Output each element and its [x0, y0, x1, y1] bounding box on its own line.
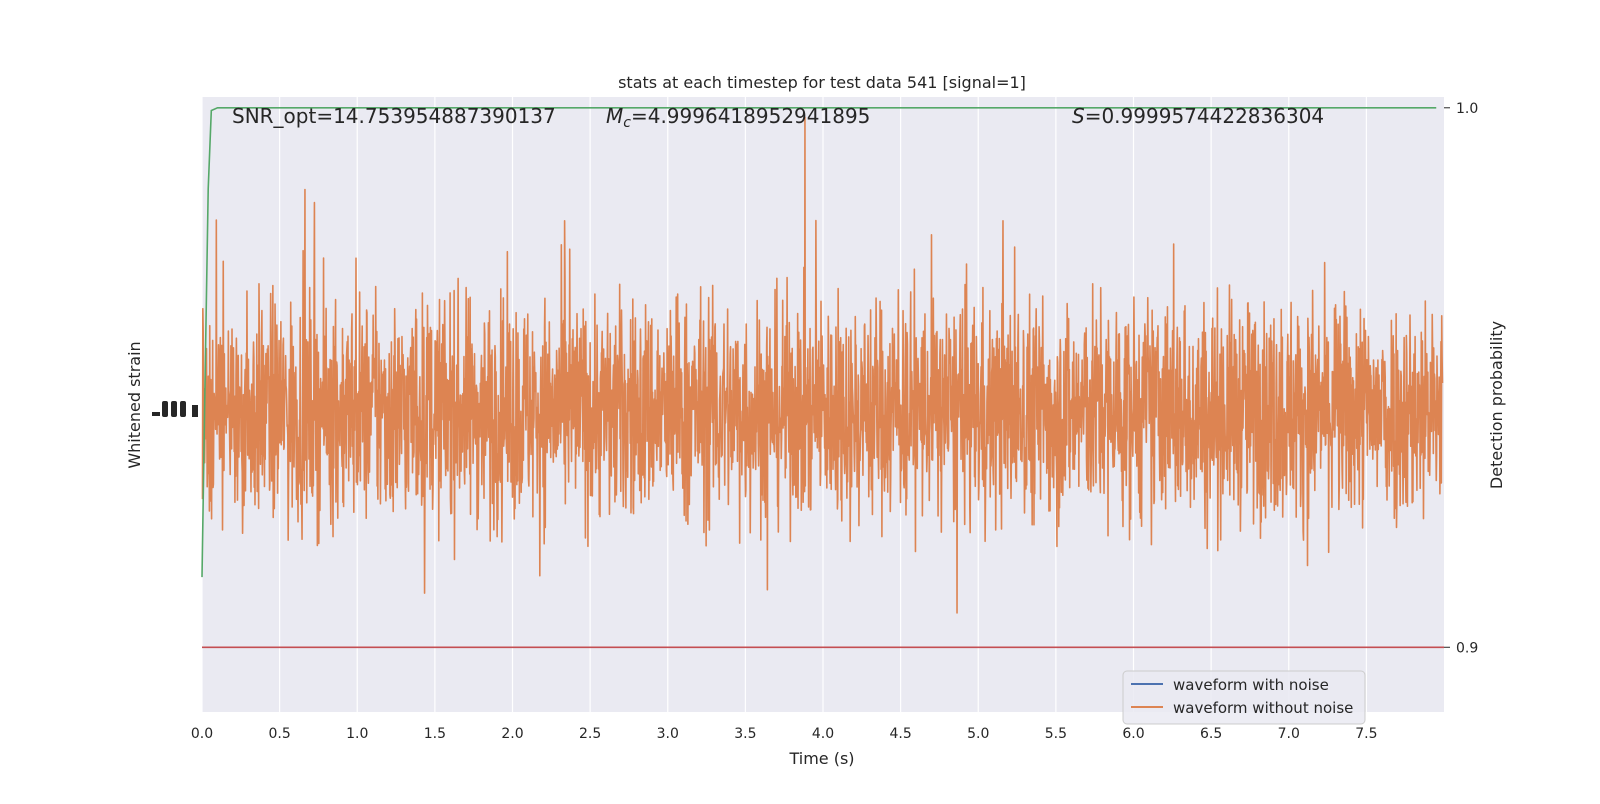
series-detection-probability — [201, 106, 1437, 578]
annotation-mc-value: =4.9996418952941895 — [631, 104, 870, 128]
right-tick-label: 0.9 — [1456, 640, 1478, 656]
x-tick-label: 1.0 — [346, 726, 368, 742]
legend-label-waveform-without-noise: waveform without noise — [1173, 699, 1353, 717]
annotation-mc-subscript: c — [623, 115, 631, 131]
x-tick-label: 0.0 — [191, 726, 213, 742]
chart-title: stats at each timestep for test data 541… — [618, 73, 1026, 92]
legend-box — [1122, 670, 1366, 725]
x-tick-label: 0.5 — [268, 726, 290, 742]
waveform-without-noise-line — [201, 116, 1444, 614]
series-waveform-without-noise — [201, 116, 1444, 614]
x-tick-label: 6.0 — [1122, 726, 1144, 742]
annotation-snr: SNR_opt=14.753954887390137 — [232, 104, 556, 128]
x-tick-label: 2.5 — [579, 726, 601, 742]
annotation-s-symbol: S — [1072, 104, 1085, 128]
annotation-mc-symbol: M — [606, 104, 623, 128]
annotation-s-value: =0.9999574422836304 — [1085, 104, 1324, 128]
x-tick-label: 4.0 — [812, 726, 834, 742]
x-tick-label: 3.0 — [657, 726, 679, 742]
left-axis-tick-cluster — [152, 401, 198, 417]
annotation-s: S=0.9999574422836304 — [1072, 104, 1324, 128]
x-tick-label: 7.0 — [1278, 726, 1300, 742]
right-axis-ticks: 0.9 1.0 — [1444, 101, 1478, 656]
x-tick-label: 3.5 — [734, 726, 756, 742]
annotation-mc: Mc=4.9996418952941895 — [606, 104, 870, 131]
detection-probability-line — [201, 106, 1437, 578]
y-axis-label-left: Whitened strain — [125, 341, 144, 468]
x-tick-label: 5.0 — [967, 726, 989, 742]
legend-label-waveform-with-noise: waveform with noise — [1173, 676, 1329, 694]
x-axis-label: Time (s) — [788, 749, 854, 768]
right-tick-label: 1.0 — [1456, 101, 1478, 117]
x-axis-ticks: 0.0 0.5 1.0 1.5 2.0 2.5 3.0 3.5 4.0 4.5 5.0 5.5 6.0 6… — [191, 726, 1378, 742]
x-tick-label: 6.5 — [1200, 726, 1222, 742]
x-tick-label: 2.0 — [501, 726, 523, 742]
x-tick-label: 4.5 — [889, 726, 911, 742]
x-tick-label: 5.5 — [1045, 726, 1067, 742]
x-tick-label: 7.5 — [1355, 726, 1377, 742]
legend: waveform with noise waveform without noi… — [1122, 670, 1366, 725]
x-tick-label: 1.5 — [424, 726, 446, 742]
y-axis-label-right: Detection probability — [1487, 321, 1506, 489]
